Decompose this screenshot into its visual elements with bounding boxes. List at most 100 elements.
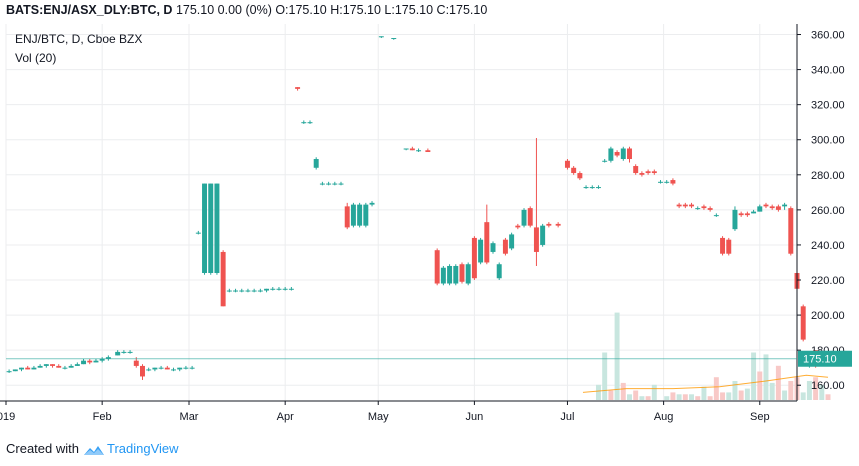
candle [146,367,152,372]
candle [233,288,239,293]
candle [68,364,74,368]
candle-body [425,150,431,153]
candle [183,365,189,370]
volume-bar [806,381,812,400]
candle [214,183,220,275]
candle [583,185,589,189]
symbol-label: BATS:ENJ/ASX_DLY:BTC, D [6,3,173,17]
candle-body [478,239,484,263]
volume-bar [651,384,657,400]
candle [202,183,208,275]
candle [496,262,502,281]
price-axis[interactable]: 160.00180.00200.00220.00240.00260.00280.… [797,30,845,393]
price-tick-label: 360.00 [811,30,845,42]
candle-body [726,239,732,254]
volume-bar [800,392,806,400]
candle [682,202,688,209]
candle-body [74,364,80,366]
volume-bar [707,396,713,400]
candle-body [31,367,37,370]
candle [670,178,676,186]
tradingview-logo-icon [83,445,104,455]
candle-body [763,204,769,207]
candle [509,232,515,251]
candle [301,120,307,124]
candle [307,120,313,124]
candle-body [689,204,695,207]
candle-body [769,206,775,209]
candle [453,264,459,286]
candle [577,171,583,181]
candle [658,180,663,184]
candle [171,367,176,372]
price-chart[interactable]: 160.00180.00200.00220.00240.00260.00280.… [0,20,859,436]
candle [614,150,620,158]
volume-bar [763,354,769,400]
candle [239,288,245,293]
candle-body [214,183,220,273]
footer: Created with TradingView [6,440,179,458]
candle-body [564,160,570,168]
candle-body [99,358,105,361]
candle-body [81,360,87,365]
candle-body [676,204,682,207]
volume-legend: Vol (20) [15,51,56,65]
candle [81,358,87,365]
volume-bar [744,388,750,400]
candle [56,364,62,368]
candle-body [56,365,62,368]
candle [465,262,471,286]
candle [363,202,369,228]
candle-body [288,288,294,290]
candle-body [509,234,515,249]
candle-body [202,183,208,273]
candle-body [12,369,18,372]
candle [459,262,465,284]
candle [43,364,49,368]
last-price-marker: 175.10 [6,350,852,367]
time-axis[interactable]: 019 Feb Mar Apr May Jun Jul Aug Sep [0,401,770,423]
candle [105,355,111,361]
price-tick-label: 160.00 [811,380,845,392]
candle [50,364,56,368]
candle-body [326,183,332,185]
candle [140,364,145,380]
volume-bar [639,396,645,400]
candle-body [664,181,670,183]
volume-bar [645,396,651,400]
candle [313,157,319,170]
candle-body [701,206,707,209]
volume-bar [757,371,763,400]
candle-body [775,206,781,210]
price-tick-label: 320.00 [811,100,845,112]
candle-body [757,206,763,212]
candle-body [25,367,31,370]
candle-body [608,148,614,161]
tradingview-link[interactable]: TradingView [106,441,179,456]
candle-body [465,264,471,284]
candle [645,169,651,175]
volume-bar [713,377,719,400]
volume-bar [595,384,601,400]
candle [515,223,521,230]
candle-body [546,223,552,226]
candle [251,288,257,293]
candle [195,230,201,235]
time-tick-label: 019 [0,411,15,423]
candle [257,288,263,293]
candle-body [369,202,375,205]
candle [37,364,43,368]
candle-body [264,288,270,291]
candle-body [633,166,639,174]
price-tick-label: 280.00 [811,170,845,182]
candle [440,265,446,286]
candle-body [670,180,676,184]
candle-body [800,306,806,340]
candle-body [195,232,201,234]
candle [344,202,350,230]
last-price-label: 175.10 [803,354,837,366]
candle [608,146,614,163]
candle [533,137,539,266]
candle [589,185,595,189]
volume-bar [782,390,788,400]
